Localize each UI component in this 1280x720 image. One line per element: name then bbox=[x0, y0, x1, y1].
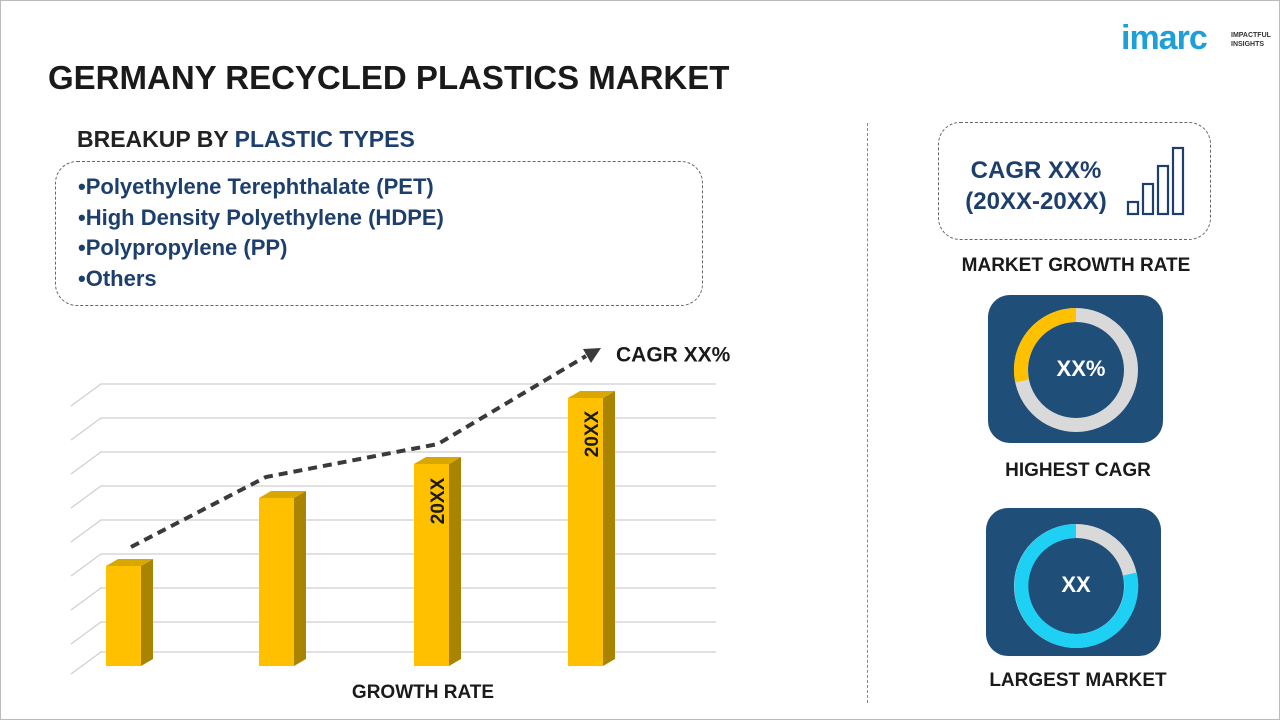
grid-line bbox=[70, 383, 716, 407]
grid-line bbox=[70, 651, 716, 675]
divider bbox=[867, 123, 868, 703]
cagr-line: CAGR XX% bbox=[970, 157, 1102, 184]
donut-segment bbox=[1013, 307, 1077, 383]
grid-line bbox=[70, 417, 716, 441]
bar bbox=[106, 566, 141, 666]
bar-top bbox=[106, 559, 153, 566]
donut-segment bbox=[1014, 524, 1139, 648]
caption: LARGEST MARKET bbox=[989, 670, 1167, 691]
axis-label: GROWTH RATE bbox=[352, 682, 494, 703]
subtitle-prefix: BREAKUP BY bbox=[77, 126, 229, 152]
grid-line bbox=[70, 587, 716, 611]
title: GERMANY RECYCLED PLASTICS MARKET bbox=[48, 59, 730, 96]
logo-tagline: IMPACTFUL INSIGHTS bbox=[1231, 31, 1271, 49]
subtitle: BREAKUP BY PLASTIC TYPES bbox=[77, 126, 415, 153]
bar bbox=[414, 464, 449, 666]
bars bbox=[106, 391, 615, 666]
icon-bar bbox=[1171, 146, 1185, 216]
cagr-text: CAGR XX% (20XX-20XX) bbox=[951, 155, 1121, 217]
donut-value: XX% bbox=[1057, 356, 1106, 381]
cagr-line: (20XX-20XX) bbox=[965, 188, 1107, 215]
largest-donut: XX bbox=[1014, 524, 1139, 648]
bar-label: 20XX bbox=[428, 477, 449, 524]
grid-line bbox=[70, 621, 716, 645]
grid-line bbox=[70, 485, 716, 509]
bar-side bbox=[603, 391, 615, 666]
tagline-line: IMPACTFUL bbox=[1231, 32, 1271, 39]
grid-line bbox=[70, 553, 716, 577]
arrow-head bbox=[583, 348, 601, 363]
bar-label: 20XX bbox=[582, 410, 603, 457]
icon-bar bbox=[1141, 182, 1155, 216]
caption: MARKET GROWTH RATE bbox=[961, 255, 1191, 276]
grid-line bbox=[70, 451, 716, 475]
list-item: Polyethylene Terephthalate (PET) bbox=[78, 172, 702, 203]
grid-line bbox=[70, 519, 716, 543]
icon-bar bbox=[1156, 164, 1170, 216]
bar-side bbox=[449, 457, 461, 666]
cagr-label: CAGR XX% bbox=[616, 344, 731, 367]
bar-side bbox=[141, 559, 153, 666]
list-item: High Density Polyethylene (HDPE) bbox=[78, 203, 702, 234]
bar bbox=[259, 498, 294, 666]
bar-side bbox=[294, 491, 306, 666]
growth-chart: 20XX 20XX CAGR XX% GROWTH RATE bbox=[70, 344, 731, 703]
caption: HIGHEST CAGR bbox=[1005, 460, 1151, 481]
floor-grid bbox=[70, 383, 716, 675]
bar-top bbox=[568, 391, 615, 398]
highest-donut: XX% bbox=[1013, 307, 1138, 432]
tagline-line: INSIGHTS bbox=[1231, 41, 1265, 48]
bar bbox=[568, 398, 603, 666]
trend-arrow bbox=[130, 354, 588, 549]
list-item: Polypropylene (PP) bbox=[78, 233, 702, 264]
logo: imarc bbox=[1121, 19, 1208, 57]
growth-icon bbox=[1126, 146, 1185, 216]
subtitle-highlight: PLASTIC TYPES bbox=[234, 126, 415, 152]
cagr-box bbox=[938, 122, 1211, 240]
donut-value: XX bbox=[1061, 572, 1091, 597]
icon-bar bbox=[1126, 200, 1140, 216]
bar-top bbox=[414, 457, 461, 464]
list-item: Others bbox=[78, 264, 702, 295]
bar-top bbox=[259, 491, 306, 498]
type-list: Polyethylene Terephthalate (PET) High De… bbox=[55, 161, 703, 306]
